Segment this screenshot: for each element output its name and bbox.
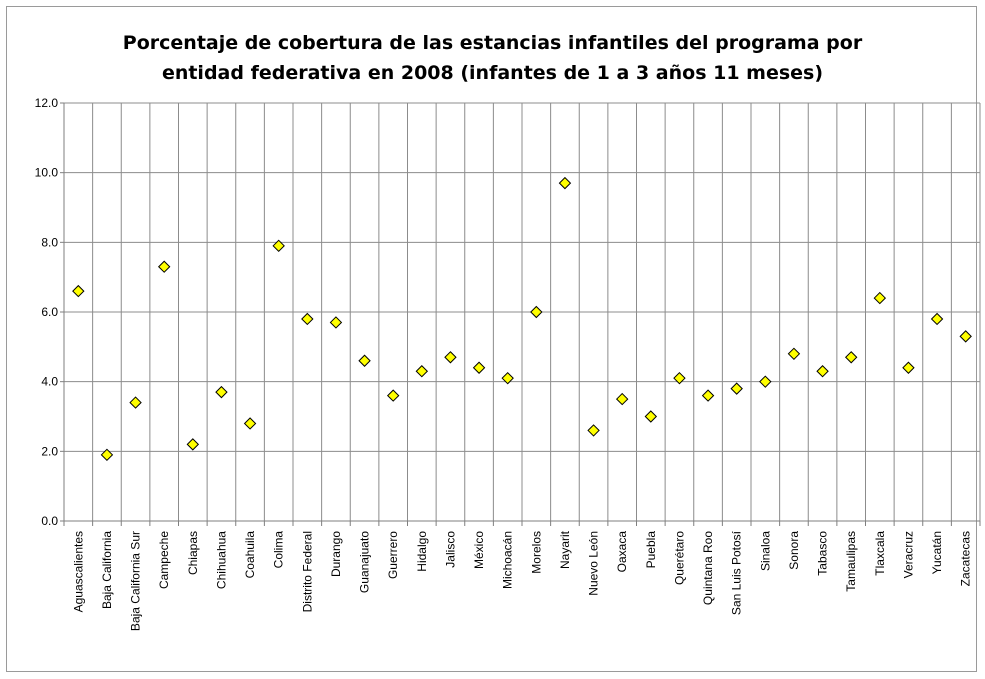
x-tick-label: Jalisco [443, 531, 457, 568]
data-point [100, 448, 114, 462]
data-point [644, 410, 658, 423]
data-point [243, 417, 257, 430]
x-tick-label: Hidalgo [415, 531, 429, 572]
x-tick-label: Veracruz [901, 531, 915, 578]
x-tick-label: Michoacán [501, 531, 515, 589]
x-tick-label: Guanajuato [358, 531, 372, 593]
x-tick-label: México [472, 531, 486, 569]
x-tick-label: Querétaro [672, 531, 686, 585]
x-tick-label: Puebla [644, 531, 658, 569]
y-tick-label: 12.0 [35, 96, 59, 110]
data-point [701, 389, 715, 402]
x-tick-label: Sinaloa [758, 531, 772, 571]
chart-title: Porcentaje de cobertura de las estancias… [0, 28, 985, 88]
chart-frame [6, 6, 977, 672]
data-point [787, 347, 801, 361]
data-point [615, 392, 629, 406]
chart-title-line-2: entidad federativa en 2008 (infantes de … [161, 62, 824, 84]
data-point [129, 396, 142, 409]
x-tick-label: Baja California [100, 531, 114, 609]
data-point [673, 371, 686, 385]
data-point [558, 176, 572, 190]
x-tick-label: San Luis Potosí [730, 530, 744, 615]
data-point [930, 312, 944, 326]
x-tick-label: Tamaulipas [844, 531, 858, 592]
x-tick-label: Nuevo León [587, 531, 601, 596]
chart-title-line-1: Porcentaje de cobertura de las estancias… [122, 32, 863, 54]
data-point [902, 361, 915, 374]
x-tick-label: Yucatán [930, 531, 944, 574]
x-tick-label: Campeche [157, 531, 171, 589]
data-point [301, 312, 314, 326]
x-tick-label: Tabasco [816, 531, 830, 576]
data-point [215, 385, 228, 399]
x-tick-label: Chihuahua [214, 531, 228, 589]
y-tick-label: 6.0 [41, 305, 58, 319]
x-tick-label: Sonora [787, 531, 801, 570]
x-tick-label: Zacatecas [959, 531, 973, 586]
x-tick-label: Durango [329, 531, 343, 577]
data-point [816, 365, 829, 378]
x-tick-label: Chiapas [186, 531, 200, 575]
x-tick-label: Morelos [529, 531, 543, 574]
data-point [72, 284, 85, 298]
x-tick-label: Aguascalientes [71, 531, 85, 612]
x-tick-label: Guerrero [386, 531, 400, 579]
x-tick-label: Baja California Sur [129, 531, 143, 631]
x-tick-label: Tlaxcala [873, 531, 887, 576]
x-tick-label: Coahuila [243, 531, 257, 579]
data-point [501, 371, 514, 385]
data-point [472, 361, 486, 374]
data-point [844, 351, 858, 364]
y-tick-label: 10.0 [35, 166, 59, 180]
data-point [730, 382, 743, 395]
data-point [873, 291, 887, 305]
data-point [530, 305, 543, 319]
x-tick-label: Quintana Roo [701, 531, 715, 605]
y-tick-label: 4.0 [41, 375, 58, 389]
data-point [386, 389, 400, 402]
x-tick-label: Colima [272, 531, 286, 569]
data-point [358, 354, 371, 367]
x-tick-label: Oaxaca [615, 531, 629, 573]
data-point [587, 424, 600, 437]
y-tick-label: 2.0 [41, 444, 58, 458]
y-tick-label: 0.0 [41, 514, 58, 528]
data-point [186, 438, 200, 451]
data-point [959, 330, 972, 343]
data-point [272, 239, 285, 253]
x-tick-label: Nayarit [558, 530, 572, 569]
x-tick-label: Distrito Federal [300, 531, 314, 612]
data-point [759, 375, 772, 388]
data-point [157, 260, 171, 273]
data-point [415, 365, 429, 378]
data-point [444, 351, 457, 364]
y-tick-label: 8.0 [41, 235, 58, 249]
data-point [329, 316, 343, 329]
